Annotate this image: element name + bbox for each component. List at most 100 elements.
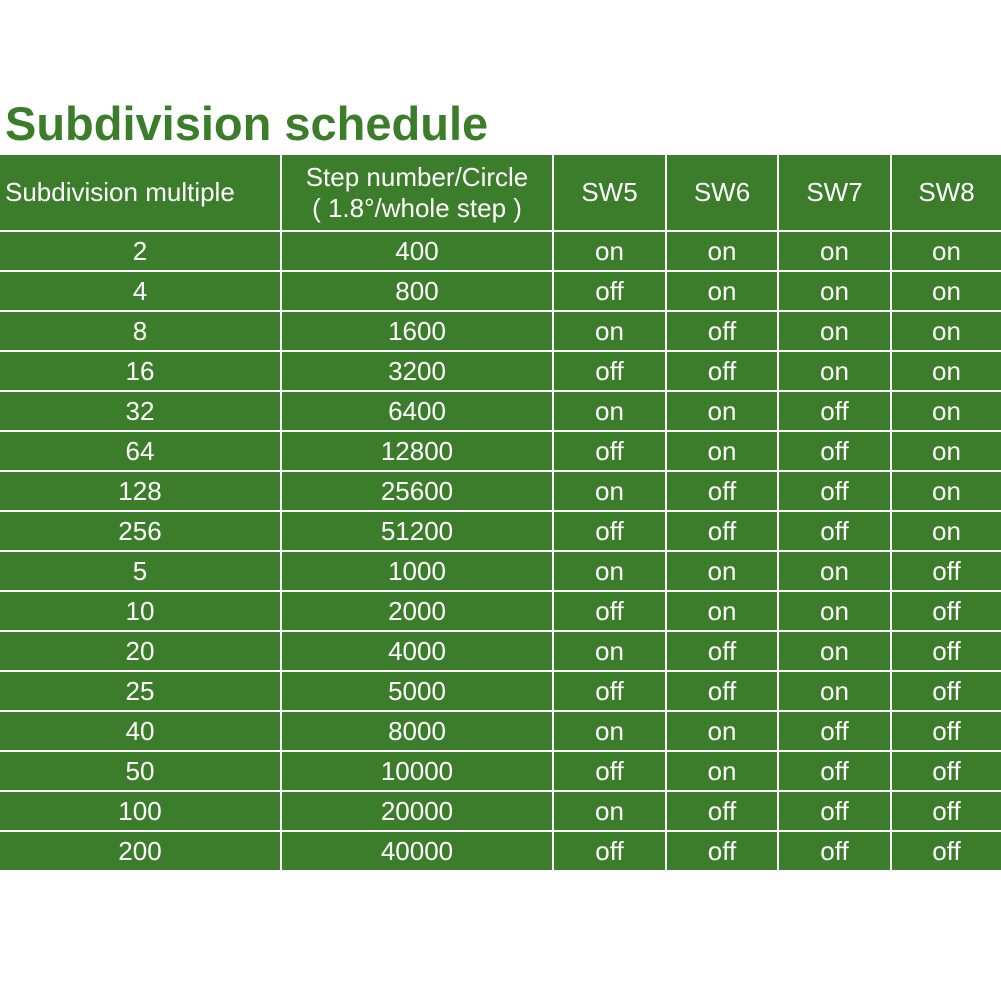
table-row: 128 25600 on off off on bbox=[0, 470, 1001, 512]
multiple-cell: 40 bbox=[0, 710, 282, 752]
multiple-cell: 16 bbox=[0, 350, 282, 392]
step-number-cell: 40000 bbox=[280, 830, 554, 872]
multiple-cell: 256 bbox=[0, 510, 282, 552]
sw5-cell: off bbox=[552, 590, 667, 632]
sw7-cell: on bbox=[777, 270, 892, 312]
table-row: 16 3200 off off on on bbox=[0, 350, 1001, 392]
multiple-cell: 128 bbox=[0, 470, 282, 512]
sw7-cell: off bbox=[777, 390, 892, 432]
sw5-cell: off bbox=[552, 750, 667, 792]
step-number-cell: 51200 bbox=[280, 510, 554, 552]
table-row: 50 10000 off on off off bbox=[0, 750, 1001, 792]
header-step-number: Step number/Circle ( 1.8°/whole step ) bbox=[280, 155, 554, 232]
table-row: 2 400 on on on on bbox=[0, 230, 1001, 272]
sw8-cell: on bbox=[890, 470, 1001, 512]
sw8-cell: on bbox=[890, 350, 1001, 392]
header-step-number-line2: ( 1.8°/whole step ) bbox=[312, 192, 522, 223]
sw8-cell: off bbox=[890, 630, 1001, 672]
sw5-cell: off bbox=[552, 510, 667, 552]
sw7-cell: off bbox=[777, 790, 892, 832]
sw6-cell: off bbox=[665, 630, 779, 672]
sw8-cell: on bbox=[890, 390, 1001, 432]
sw6-cell: off bbox=[665, 350, 779, 392]
sw6-cell: on bbox=[665, 390, 779, 432]
header-step-number-line1: Step number/Circle bbox=[305, 161, 529, 192]
step-number-cell: 25600 bbox=[280, 470, 554, 512]
sw6-cell: on bbox=[665, 430, 779, 472]
sw8-cell: on bbox=[890, 510, 1001, 552]
step-number-cell: 8000 bbox=[280, 710, 554, 752]
multiple-cell: 50 bbox=[0, 750, 282, 792]
multiple-cell: 10 bbox=[0, 590, 282, 632]
sw6-cell: off bbox=[665, 310, 779, 352]
sw7-cell: on bbox=[777, 670, 892, 712]
sw8-cell: on bbox=[890, 230, 1001, 272]
sw7-cell: on bbox=[777, 630, 892, 672]
sw5-cell: on bbox=[552, 710, 667, 752]
sw5-cell: off bbox=[552, 430, 667, 472]
table-row: 4 800 off on on on bbox=[0, 270, 1001, 312]
sw5-cell: off bbox=[552, 830, 667, 872]
table-row: 64 12800 off on off on bbox=[0, 430, 1001, 472]
header-sw6: SW6 bbox=[665, 155, 779, 232]
step-number-cell: 6400 bbox=[280, 390, 554, 432]
multiple-cell: 200 bbox=[0, 830, 282, 872]
sw8-cell: off bbox=[890, 670, 1001, 712]
sw8-cell: off bbox=[890, 590, 1001, 632]
sw6-cell: off bbox=[665, 510, 779, 552]
table-row: 20 4000 on off on off bbox=[0, 630, 1001, 672]
multiple-cell: 5 bbox=[0, 550, 282, 592]
sw6-cell: on bbox=[665, 590, 779, 632]
table-row: 32 6400 on on off on bbox=[0, 390, 1001, 432]
sw8-cell: off bbox=[890, 790, 1001, 832]
sw6-cell: off bbox=[665, 790, 779, 832]
sw6-cell: off bbox=[665, 670, 779, 712]
sw7-cell: off bbox=[777, 510, 892, 552]
multiple-cell: 4 bbox=[0, 270, 282, 312]
sw5-cell: off bbox=[552, 350, 667, 392]
sw8-cell: off bbox=[890, 830, 1001, 872]
table-row: 8 1600 on off on on bbox=[0, 310, 1001, 352]
header-row: Subdivision multiple Step number/Circle … bbox=[0, 155, 1001, 232]
step-number-cell: 10000 bbox=[280, 750, 554, 792]
sw7-cell: on bbox=[777, 590, 892, 632]
sw7-cell: on bbox=[777, 350, 892, 392]
sw7-cell: off bbox=[777, 430, 892, 472]
sw8-cell: off bbox=[890, 750, 1001, 792]
sw6-cell: on bbox=[665, 750, 779, 792]
sw6-cell: off bbox=[665, 830, 779, 872]
sw5-cell: on bbox=[552, 790, 667, 832]
multiple-cell: 100 bbox=[0, 790, 282, 832]
table-row: 200 40000 off off off off bbox=[0, 830, 1001, 872]
header-subdivision-multiple: Subdivision multiple bbox=[0, 155, 282, 232]
step-number-cell: 1000 bbox=[280, 550, 554, 592]
sw7-cell: off bbox=[777, 470, 892, 512]
multiple-cell: 2 bbox=[0, 230, 282, 272]
sw8-cell: off bbox=[890, 550, 1001, 592]
table-row: 40 8000 on on off off bbox=[0, 710, 1001, 752]
table-row: 5 1000 on on on off bbox=[0, 550, 1001, 592]
table-body: 2 400 on on on on 4 800 off on on on 8 1600 on off on on 1… bbox=[0, 230, 1001, 872]
multiple-cell: 20 bbox=[0, 630, 282, 672]
multiple-cell: 8 bbox=[0, 310, 282, 352]
step-number-cell: 20000 bbox=[280, 790, 554, 832]
sw6-cell: on bbox=[665, 550, 779, 592]
sw5-cell: on bbox=[552, 230, 667, 272]
sw6-cell: off bbox=[665, 470, 779, 512]
sw8-cell: off bbox=[890, 710, 1001, 752]
sw7-cell: off bbox=[777, 710, 892, 752]
sw5-cell: on bbox=[552, 470, 667, 512]
sw5-cell: on bbox=[552, 390, 667, 432]
sw5-cell: on bbox=[552, 630, 667, 672]
table-row: 256 51200 off off off on bbox=[0, 510, 1001, 552]
page-title: Subdivision schedule bbox=[5, 97, 489, 150]
step-number-cell: 5000 bbox=[280, 670, 554, 712]
header-sw7: SW7 bbox=[777, 155, 892, 232]
sw7-cell: on bbox=[777, 550, 892, 592]
sw6-cell: on bbox=[665, 270, 779, 312]
sw8-cell: on bbox=[890, 430, 1001, 472]
sw6-cell: on bbox=[665, 710, 779, 752]
step-number-cell: 2000 bbox=[280, 590, 554, 632]
sw8-cell: on bbox=[890, 310, 1001, 352]
step-number-cell: 1600 bbox=[280, 310, 554, 352]
